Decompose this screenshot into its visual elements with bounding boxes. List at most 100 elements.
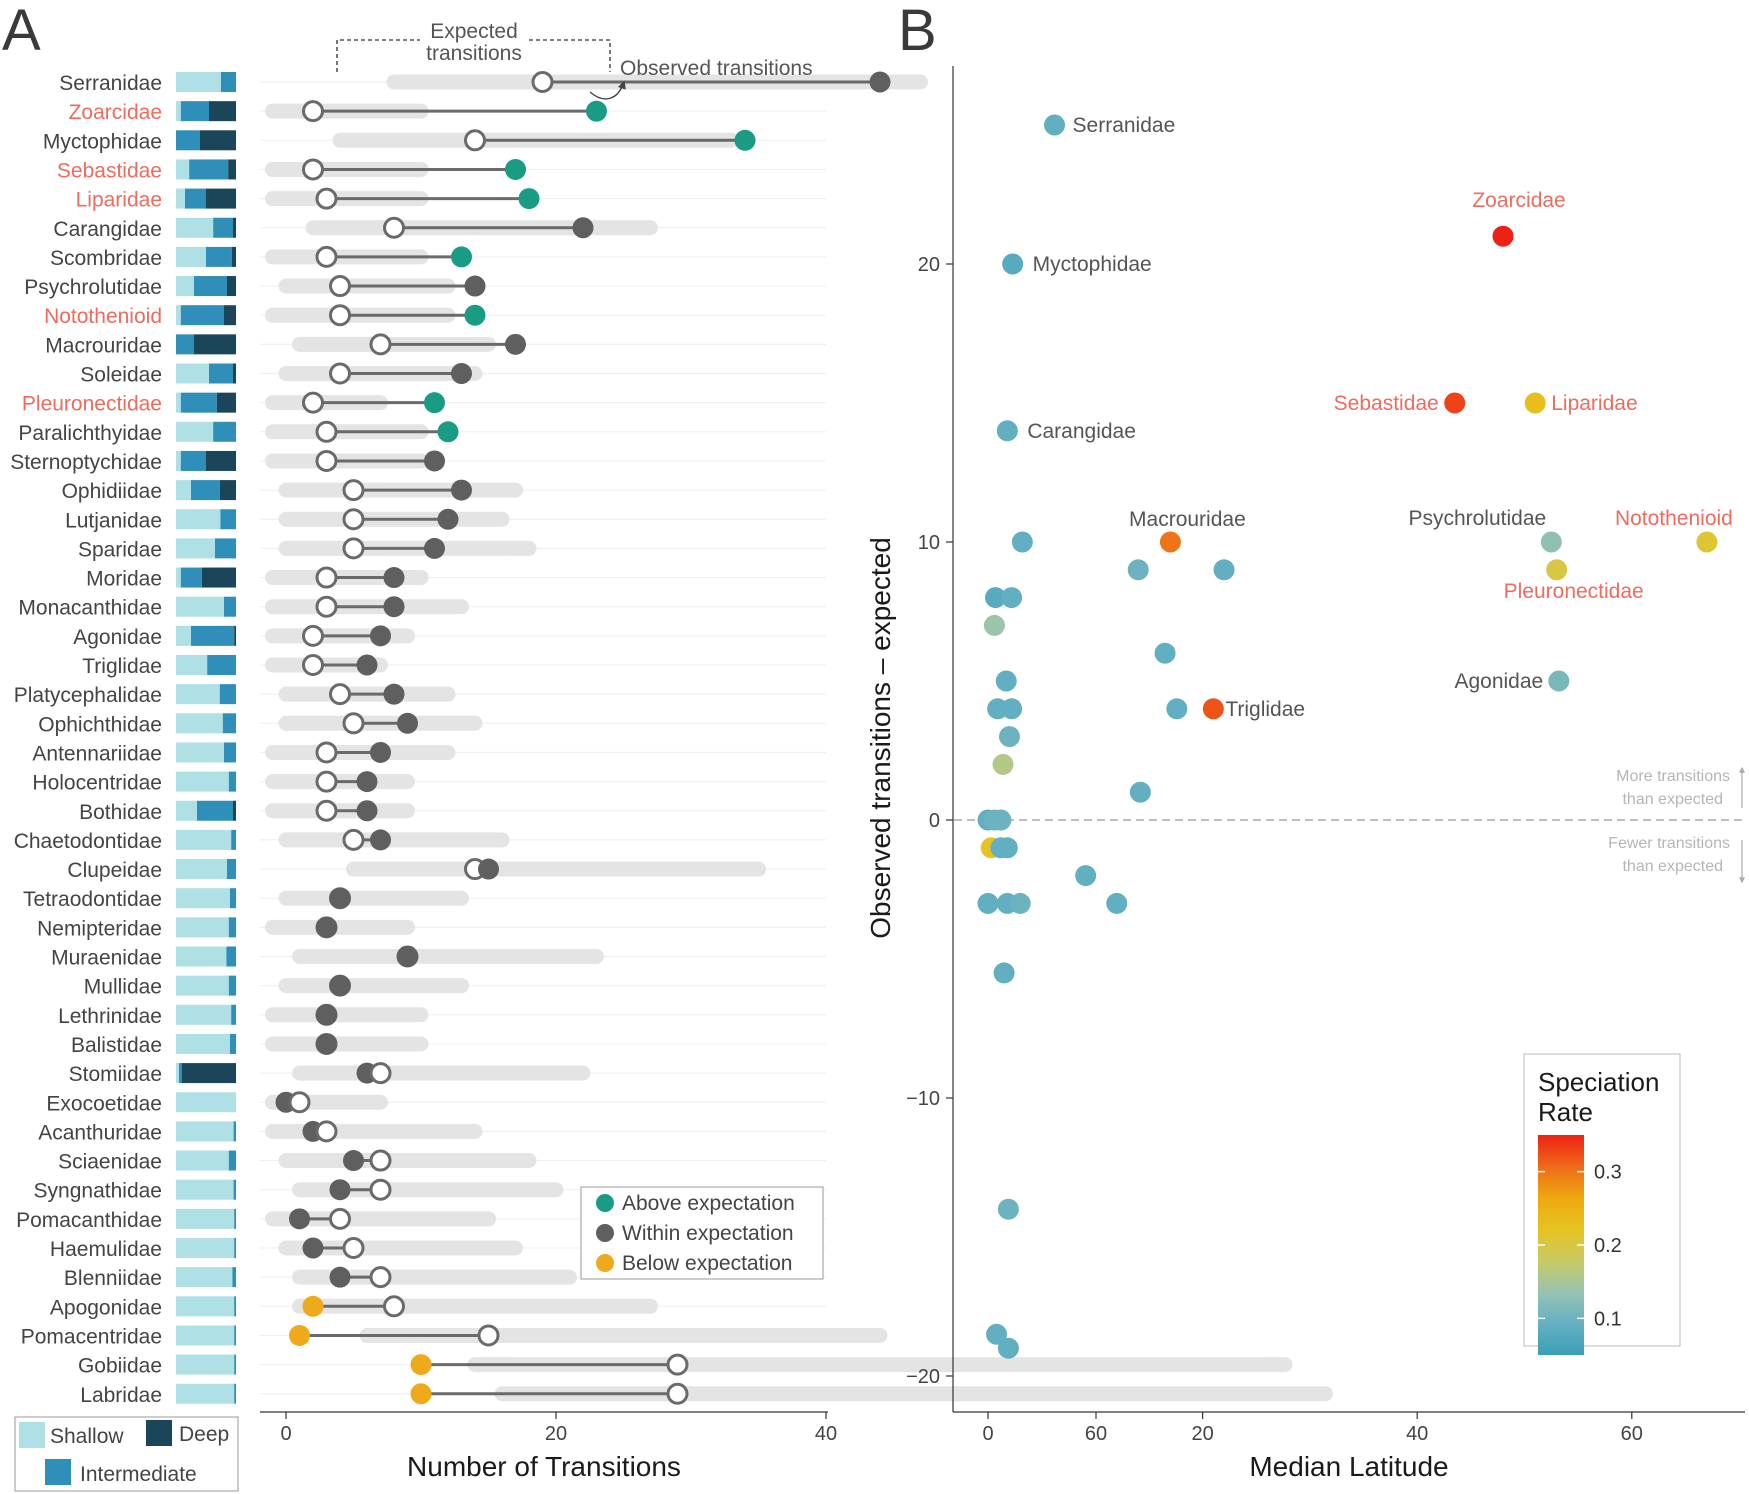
colorbar-ticks: 0.1 0.2 0.3 [1538, 1162, 1622, 1330]
family-row-sebastidae: Sebastidae [57, 158, 826, 182]
observed-dot [424, 537, 445, 559]
depth-shallow-segment [176, 101, 181, 122]
observed-dot [329, 975, 351, 997]
observed-dot [410, 1354, 432, 1376]
depth-shallow-segment [176, 1150, 229, 1171]
depth-shallow-segment [176, 1208, 235, 1229]
scatter-point [1166, 698, 1188, 720]
intermediate-legend-label: Intermediate [80, 1463, 197, 1486]
expected-dot [342, 712, 365, 735]
observed-dot [451, 363, 472, 384]
family-row-pleuronectidae: Pleuronectidae [22, 391, 826, 416]
observed-dot [464, 275, 486, 297]
x-ticks: 0 20 40 60 [280, 1412, 1107, 1445]
depth-shallow-segment [176, 421, 214, 442]
expected-dot [477, 1324, 500, 1347]
point-label-macrouridae: Macrouridae [1129, 508, 1246, 531]
point-notothenioid [1696, 531, 1718, 553]
depth-deep-segment [206, 450, 236, 471]
point-label-triglidae: Triglidae [1225, 698, 1305, 721]
depth-shallow-segment [176, 800, 197, 821]
expected-dot [342, 508, 365, 531]
depth-intermediate-segment [227, 859, 236, 880]
point-myctophidae [1002, 253, 1024, 275]
scatter-point [1154, 642, 1176, 664]
observed-dot [451, 479, 472, 501]
status-legend: Above expectation Within expectation Bel… [580, 1186, 824, 1280]
depth-shallow-segment [176, 538, 215, 559]
family-row-sternoptychidae: Sternoptychidae [10, 449, 826, 474]
depth-deep-segment [224, 305, 236, 326]
depth-shallow-segment [176, 480, 191, 501]
depth-shallow-segment [176, 72, 221, 92]
depth-intermediate-segment [206, 246, 232, 267]
depth-intermediate-segment [209, 363, 233, 384]
observed-transitions-annotation: Observed transitions [589, 57, 813, 100]
family-label: Antennariidae [32, 742, 162, 765]
scatter-point [977, 892, 999, 914]
expected-dot [369, 1149, 392, 1172]
scatter-point [997, 1198, 1019, 1220]
expected-dot [342, 537, 365, 560]
family-row-agonidae: Agonidae [73, 624, 826, 649]
expected-transitions-label: Expected transitions [426, 20, 522, 65]
depth-shallow-segment [176, 1063, 179, 1084]
expected-dot [302, 624, 324, 647]
expected-dot [315, 1120, 338, 1143]
point-label-psychrolutidae: Psychrolutidae [1408, 507, 1546, 530]
family-label: Gobiidae [78, 1355, 162, 1378]
depth-shallow-segment [176, 625, 191, 646]
family-label: Sternoptychidae [10, 451, 162, 474]
family-label: Chaetodontidae [14, 830, 162, 853]
depth-shallow-segment [176, 305, 181, 326]
expected-dot [329, 1207, 351, 1230]
family-label: Balistidae [71, 1034, 162, 1057]
family-row-zoarcidae: Zoarcidae [69, 100, 826, 124]
observed-dot [478, 858, 499, 880]
expected-dot [315, 741, 338, 764]
expected-dot [315, 566, 338, 589]
y-tick-label: 20 [918, 254, 940, 276]
family-row-macrouridae: Macrouridae [45, 333, 826, 357]
family-label: Carangidae [53, 218, 162, 241]
depth-intermediate-segment [180, 392, 217, 413]
panel-b-scatter-chart: 20 10 0 −10 −20 0 20 40 60 Median Latitude Obse… [865, 66, 1745, 1482]
scatter-point [1011, 531, 1033, 553]
observed-dot [316, 916, 337, 938]
family-label: Clupeidae [67, 859, 162, 882]
scatter-point [993, 962, 1015, 984]
depth-shallow-segment [176, 217, 214, 238]
family-row-pomacanthidae: Pomacanthidae [16, 1207, 826, 1232]
depth-intermediate-segment [228, 975, 236, 996]
scatter-point [986, 1323, 1008, 1345]
depth-deep-segment [194, 334, 236, 355]
expected-dot [315, 187, 338, 210]
observed-dot [329, 1266, 351, 1288]
depth-shallow-segment [176, 596, 224, 617]
depth-intermediate-segment [228, 917, 236, 938]
depth-intermediate-segment [231, 1004, 236, 1025]
more-transitions-note: More transitions than expected Fewer tra… [1608, 766, 1745, 884]
depth-shallow-segment [176, 771, 229, 792]
point-macrouridae [1159, 531, 1181, 553]
observed-dot [424, 392, 445, 414]
family-label: Muraenidae [51, 947, 162, 970]
scatter-point [1127, 559, 1149, 581]
family-label: Scombridae [50, 247, 162, 270]
depth-deep-segment [234, 625, 236, 646]
scatter-point [1213, 559, 1235, 581]
x-tick-label: 60 [1085, 1423, 1107, 1445]
point-psychrolutidae [1540, 531, 1562, 553]
expected-dot [666, 1382, 689, 1405]
family-row-clupeidae: Clupeidae [67, 858, 826, 882]
observed-dot [410, 1383, 432, 1405]
depth-intermediate-segment [233, 1121, 236, 1142]
observed-dot [289, 1208, 310, 1230]
family-label: Sebastidae [57, 159, 162, 182]
observed-dot [302, 1237, 324, 1259]
point-label-zoarcidae: Zoarcidae [1472, 189, 1565, 212]
deep-swatch [146, 1420, 172, 1446]
family-row-triglidae: Triglidae [82, 654, 826, 678]
depth-shallow-segment [176, 159, 190, 180]
depth-intermediate-segment [234, 1296, 236, 1317]
